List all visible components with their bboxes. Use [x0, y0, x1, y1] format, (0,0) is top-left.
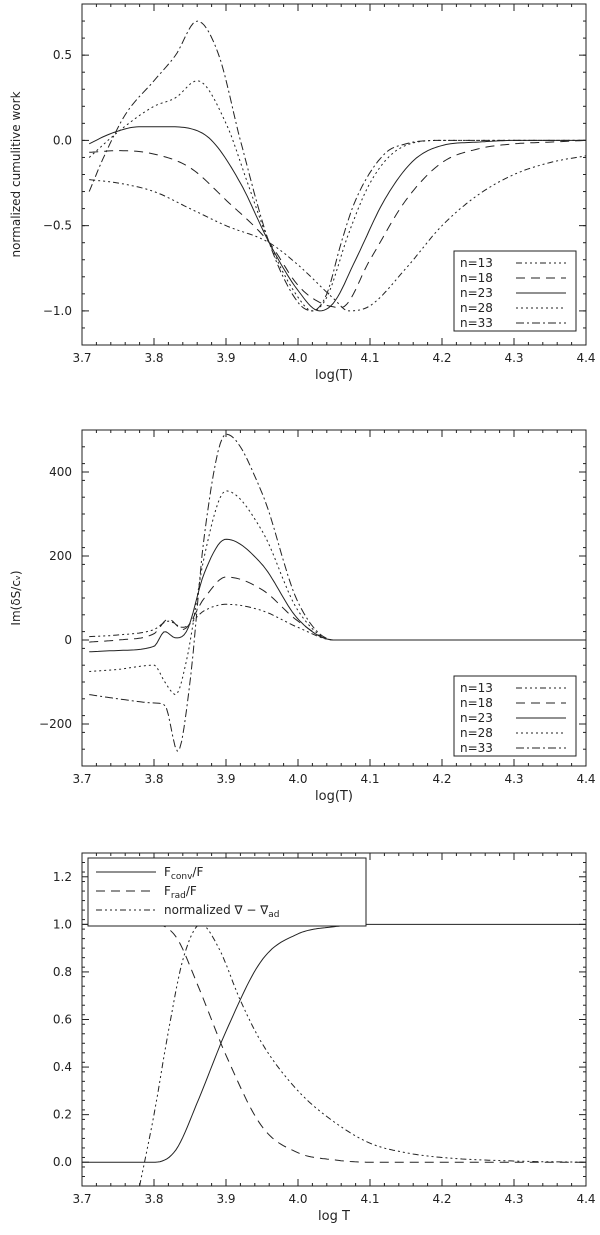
x-axis-label: log(T): [315, 368, 353, 383]
x-tick-label: 4.0: [288, 351, 307, 365]
x-tick-label: 3.9: [216, 772, 235, 786]
x-axis-label: log(T): [315, 789, 353, 804]
x-tick-label: 4.1: [360, 351, 379, 365]
y-tick-label: 0.0: [53, 1155, 72, 1169]
legend-box: [87, 857, 367, 927]
panel-work-integral: 3.7 3.8 3.9 4.0 4.1 4.2 4.3 4.4 −1.0 −0.5 0.0 0.5 lo…: [9, 3, 596, 383]
x-tick-label: 3.8: [144, 1192, 163, 1206]
x-tick-label: 4.2: [432, 772, 451, 786]
y-tick-label: −200: [39, 717, 72, 731]
x-tick-label: 4.4: [576, 1192, 595, 1206]
series-line: [139, 923, 586, 1186]
legend-label: n=13: [460, 256, 493, 270]
legend-label: n=23: [460, 286, 493, 300]
y-tick-label: 0.0: [53, 133, 72, 147]
x-tick-label: 4.3: [504, 772, 523, 786]
legend-label: n=18: [460, 696, 493, 710]
legend-label: normalized ∇ − ∇ad: [164, 903, 279, 920]
y-tick-label: 0.8: [53, 965, 72, 979]
y-tick-label: 400: [49, 465, 72, 479]
legend-label: n=13: [460, 681, 493, 695]
y-tick-label: 0.4: [53, 1060, 72, 1074]
x-tick-label: 4.2: [432, 1192, 451, 1206]
legend-label: n=18: [460, 271, 493, 285]
y-axis-label: normalized cumulitive work: [9, 91, 23, 257]
x-tick-label: 4.4: [576, 772, 595, 786]
legend-label: Frad/F: [164, 884, 197, 901]
x-tick-label: 3.9: [216, 1192, 235, 1206]
y-tick-label: 200: [49, 549, 72, 563]
legend-label: n=23: [460, 711, 493, 725]
series-line: [89, 490, 586, 696]
panel-flux-fractions: 3.7 3.8 3.9 4.0 4.1 4.2 4.3 4.4 0.0 0.2 0.4 0.6 0.8 1…: [53, 852, 596, 1224]
y-tick-label: −1.0: [43, 304, 72, 318]
series-group: [88, 20, 586, 312]
x-tick-label: 3.7: [72, 1192, 91, 1206]
x-tick-label: 3.9: [216, 351, 235, 365]
series-group: [89, 433, 586, 752]
x-tick-label: 4.3: [504, 351, 523, 365]
y-tick-label: 0.2: [53, 1108, 72, 1122]
y-tick-label: −0.5: [43, 219, 72, 233]
x-tick-label: 4.3: [504, 1192, 523, 1206]
x-tick-label: 4.4: [576, 351, 595, 365]
x-tick-label: 4.0: [288, 1192, 307, 1206]
legend-box: [453, 675, 577, 757]
legend-label: n=28: [460, 726, 493, 740]
y-tick-label: 0.6: [53, 1013, 72, 1027]
legend-box: [453, 250, 577, 332]
y-tick-label: 1.0: [53, 917, 72, 931]
y-tick-label: 0.5: [53, 48, 72, 62]
x-tick-label: 4.0: [288, 772, 307, 786]
y-axis-label: Im(δS/cᵥ): [9, 570, 23, 625]
y-tick-label: 1.2: [53, 870, 72, 884]
x-tick-label: 3.8: [144, 351, 163, 365]
x-axis-label: log T: [318, 1209, 350, 1224]
series-line: [82, 923, 586, 1163]
panel-entropy-perturbation: 3.7 3.8 3.9 4.0 4.1 4.2 4.3 4.4 −200 0 200 400 log(T…: [9, 429, 596, 804]
legend-label: Fconv/F: [164, 865, 203, 882]
legend-label: n=28: [460, 301, 493, 315]
x-tick-label: 3.7: [72, 772, 91, 786]
series-line: [89, 155, 586, 312]
x-tick-label: 4.1: [360, 1192, 379, 1206]
y-tick-label: 0: [64, 633, 72, 647]
legend-label: n=33: [460, 741, 493, 755]
series-group: [82, 923, 586, 1186]
series-line: [89, 538, 586, 653]
series-line: [88, 20, 586, 312]
series-line: [89, 139, 586, 309]
x-tick-label: 3.8: [144, 772, 163, 786]
x-tick-label: 4.2: [432, 351, 451, 365]
x-tick-label: 4.1: [360, 772, 379, 786]
x-tick-label: 3.7: [72, 351, 91, 365]
series-line: [89, 433, 586, 752]
legend-label: n=33: [460, 316, 493, 330]
series-line: [82, 923, 586, 1163]
